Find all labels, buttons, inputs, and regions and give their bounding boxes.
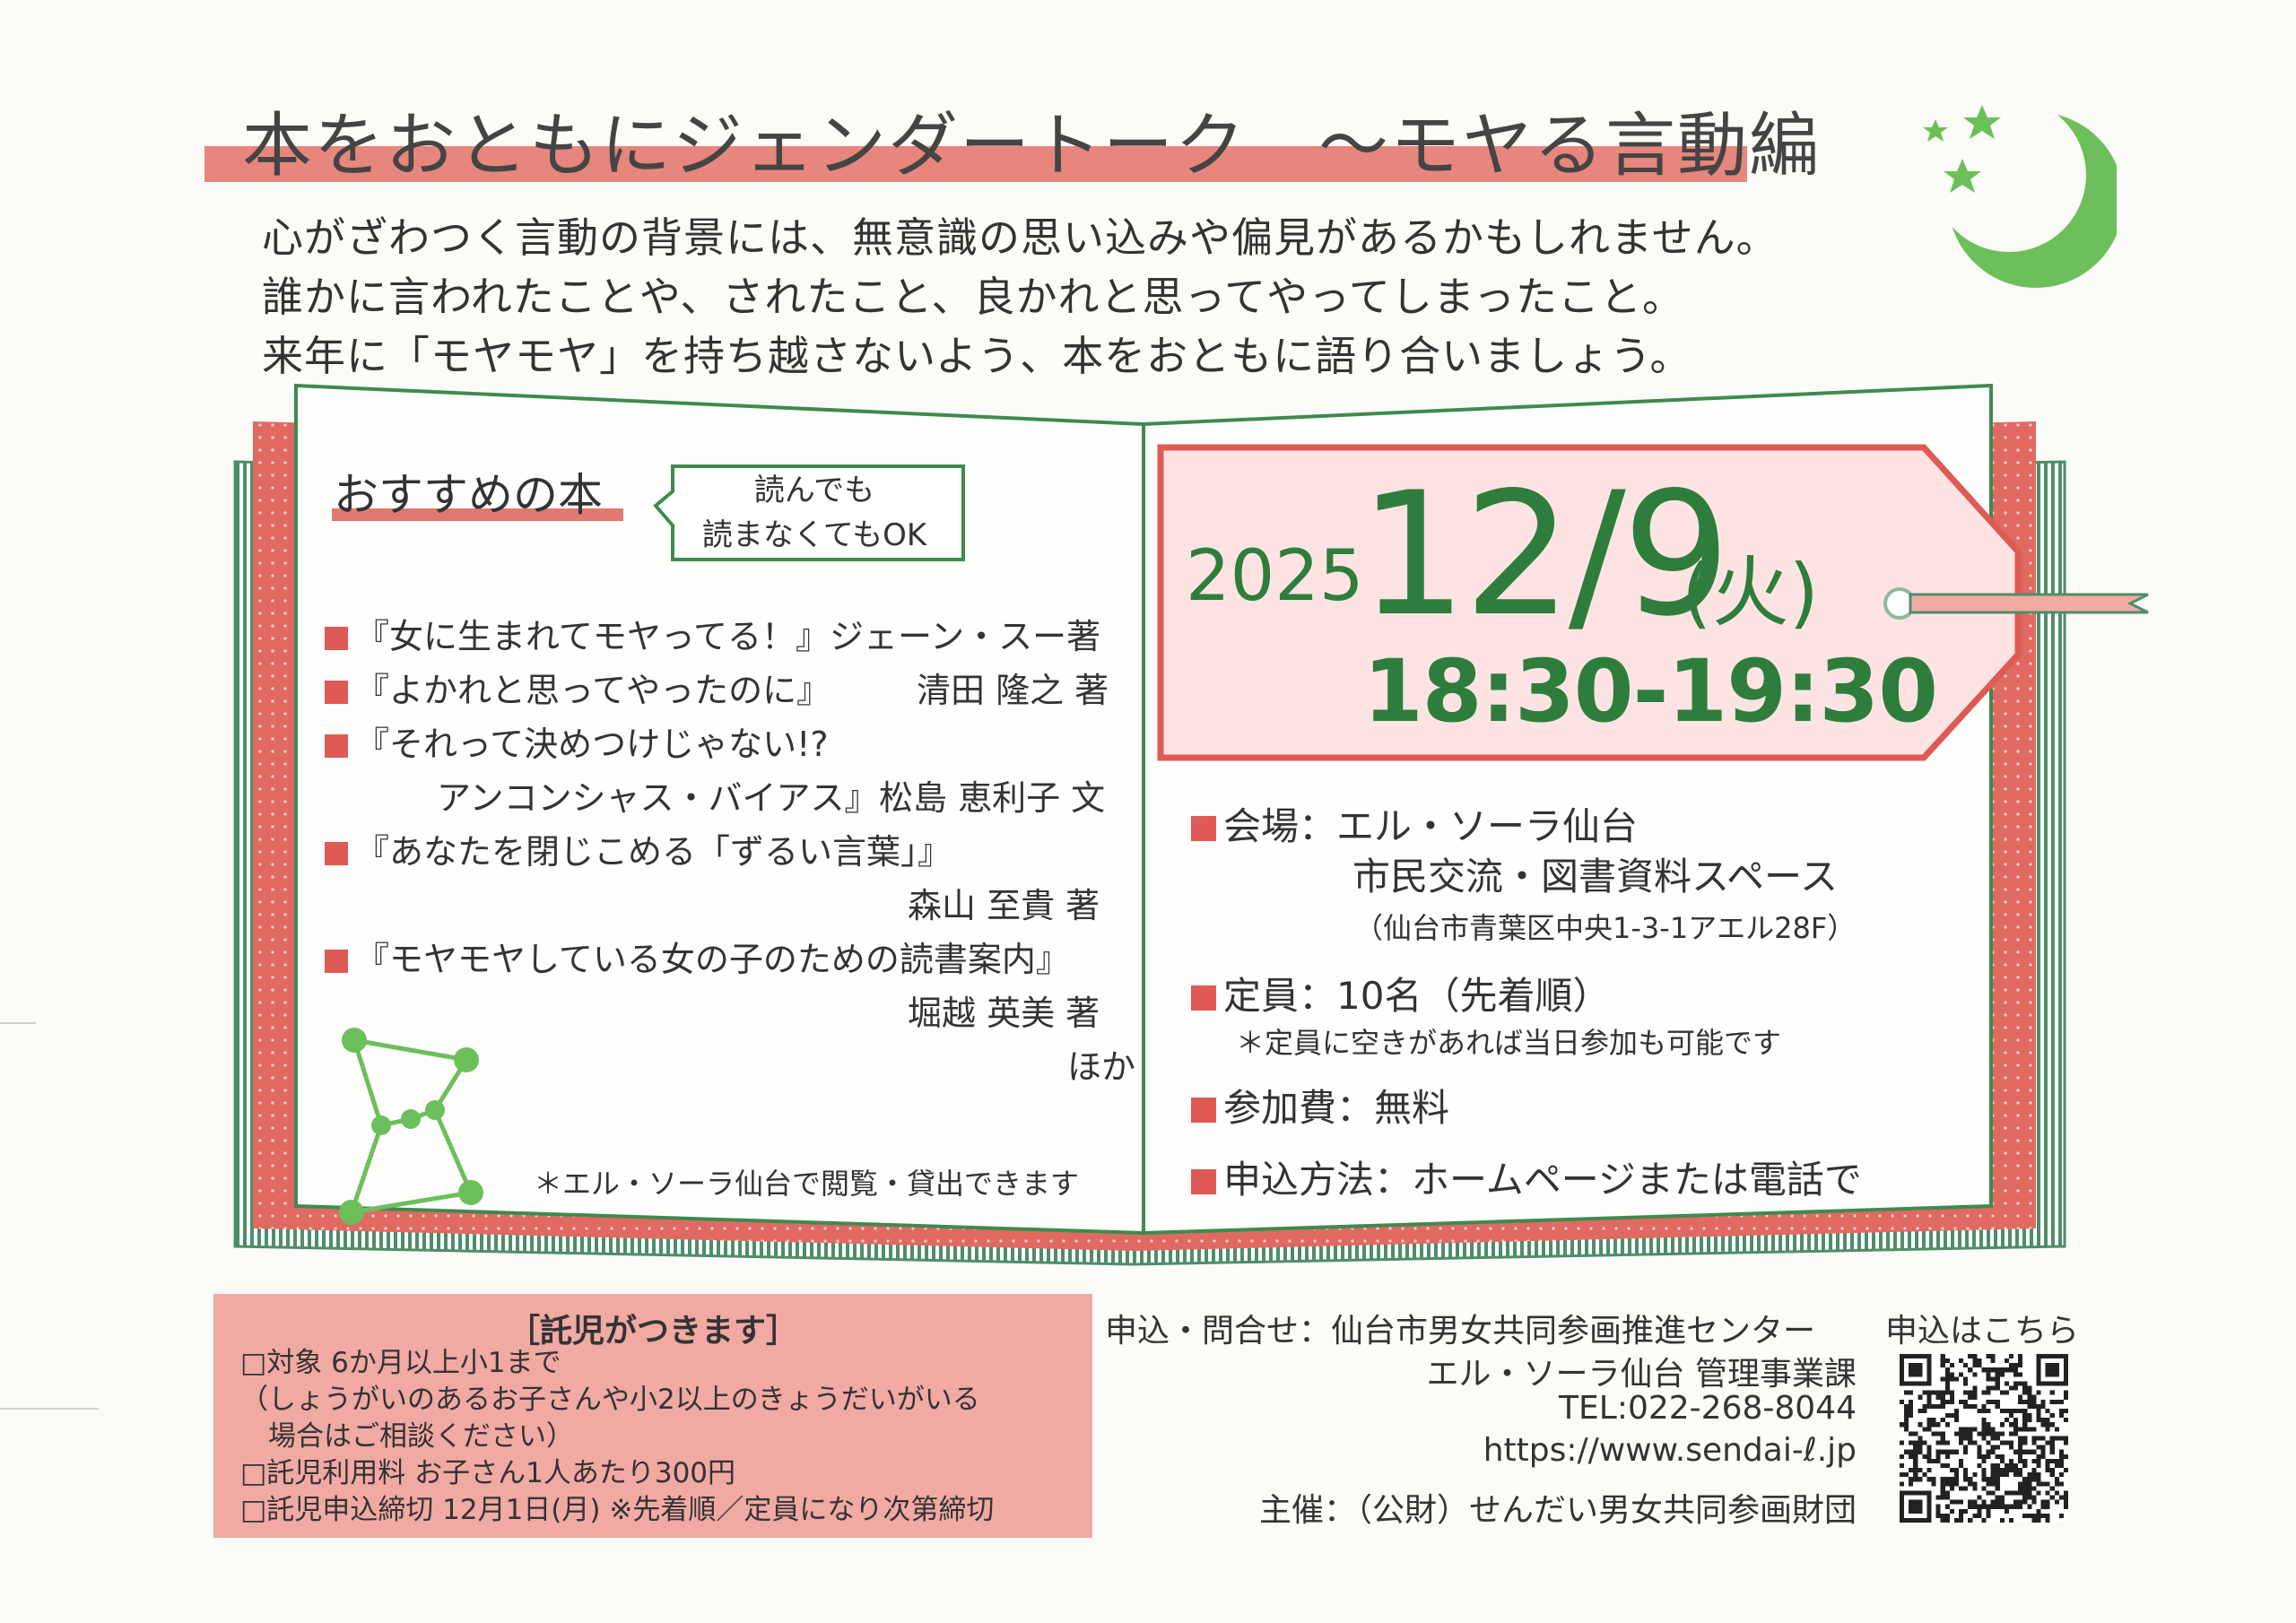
list-item: 森山 至貴 著 <box>325 879 1100 933</box>
list-item: 『女に生まれてモヤってる！』ジェーン・スー著 <box>325 610 1100 664</box>
contact-dept: エル・ソーラ仙台 管理事業課 <box>1426 1356 1857 1393</box>
intro-line: 誰かに言われたことや、されたこと、良かれと思ってやってしまったこと。 <box>262 273 1685 321</box>
heading-underline <box>332 508 623 521</box>
book-title: 『女に生まれてモヤってる！』 <box>355 617 830 656</box>
bubble-text: 読んでも 読まなくてもOK <box>664 468 965 558</box>
bullet-square-icon <box>1191 816 1216 841</box>
book-list: 『女に生まれてモヤってる！』ジェーン・スー著 『よかれと思ってやったのに』 清田 … <box>325 610 1135 1094</box>
list-item: 堀越 英美 著 <box>325 986 1100 1040</box>
bullet-square-icon <box>1191 1169 1216 1194</box>
childcare-details: □対象 6か月以上小1まで （しょうがいのあるお子さんや小2以上のきょうだいがい… <box>240 1345 994 1529</box>
venue-label: 会場： <box>1223 804 1337 848</box>
list-item: アンコンシャス・バイアス』 松島 恵利子 文 <box>325 771 1105 825</box>
book-title: 『よかれと思ってやったのに』 <box>355 671 831 710</box>
list-item: 『よかれと思ってやったのに』 清田 隆之 著 <box>325 664 1109 717</box>
book-title: 『それって決めつけじゃない!? <box>355 725 829 764</box>
apply-info: 申込方法：ホームページまたは電話で <box>1191 1150 1862 1204</box>
childcare-line: □託児申込締切 12月1日(月) ※先着順／定員になり次第締切 <box>240 1494 995 1526</box>
childcare-line: □対象 6か月以上小1まで <box>240 1347 561 1379</box>
organizer: 主催：（公財）せんだい男女共同参画財団 <box>1258 1492 1857 1529</box>
etc-text: ほか <box>1067 1047 1136 1087</box>
book-author: 松島 恵利子 文 <box>879 778 1106 818</box>
book-title: 『あなたを閉じこめる「ずるい言葉」』 <box>355 832 952 872</box>
book-author: ジェーン・スー著 <box>829 617 1101 656</box>
intro-line: 心がざわつく言動の背景には、無意識の思い込みや偏見があるかもしれません。 <box>262 213 1779 262</box>
list-item: ほか <box>325 1040 1135 1094</box>
qr-code-icon[interactable] <box>1900 1354 2068 1523</box>
apply-text: 申込方法：ホームページまたは電話で <box>1223 1158 1862 1202</box>
intro-line: 来年に「モヤモヤ」を持ち越さないよう、本をおともに語り合いましょう。 <box>262 332 1692 380</box>
event-year: 2025 <box>1186 536 1364 617</box>
venue-address: （仙台市青葉区中央1-3-1アエル28F） <box>1354 911 1857 945</box>
venue-room: 市民交流・図書資料スペース <box>1352 855 1838 898</box>
list-item: 『それって決めつけじゃない!? <box>325 717 1100 771</box>
title-highlight <box>204 146 1747 182</box>
bullet-square-icon <box>325 842 348 865</box>
childcare-box <box>213 1294 1092 1538</box>
scan-mark <box>0 1022 36 1024</box>
moon-icon <box>1923 105 2117 288</box>
intro-text: 心がざわつく言動の背景には、無意識の思い込みや偏見があるかもしれません。 誰かに… <box>262 208 1779 386</box>
recommend-heading: おすすめの本 <box>334 469 603 521</box>
book-author: 森山 至貴 著 <box>908 886 1100 925</box>
venue-name: エル・ソーラ仙台 <box>1336 804 1639 848</box>
bullet-square-icon <box>1191 1098 1216 1123</box>
star-icon <box>1963 105 2001 139</box>
childcare-line: （しょうがいのあるお子さんや小2以上のきょうだいがいる <box>240 1384 980 1416</box>
speech-bubble <box>653 464 965 561</box>
page-title: 本をおともにジェンダートーク ～モヤる言動編 <box>242 106 1822 187</box>
library-note: ＊エル・ソーラ仙台で閲覧・貸出できます <box>534 1167 1080 1201</box>
qr-label: 申込はこちら <box>1885 1313 2080 1350</box>
childcare-line: 場合はご相談ください） <box>240 1420 574 1453</box>
star-icon <box>1944 159 1981 193</box>
contact-url[interactable]: https://www.sendai-ℓ.jp <box>1483 1432 1857 1469</box>
list-item: 『あなたを閉じこめる「ずるい言葉」』 <box>325 825 1100 879</box>
capacity-note: ＊定員に空きがあれば当日参加も可能です <box>1236 1026 1782 1060</box>
bullet-square-icon <box>1191 985 1216 1011</box>
contact-tel[interactable]: TEL:022-268-8044 <box>1559 1390 1857 1427</box>
book-title: 『モヤモヤしている女の子のための読書案内』 <box>355 940 1070 979</box>
bullet-square-icon <box>325 734 348 758</box>
star-icon <box>1923 119 1948 142</box>
event-weekday: (火) <box>1682 548 1820 638</box>
date-tag <box>1157 444 2149 761</box>
constellation-icon <box>339 1028 483 1225</box>
scan-mark <box>0 1408 99 1410</box>
capacity-info: 定員：10名（先着順） <box>1191 966 1610 1020</box>
fee-info: 参加費：無料 <box>1191 1078 1449 1133</box>
fee-text: 参加費：無料 <box>1223 1086 1450 1130</box>
book-author: 堀越 英美 著 <box>908 994 1100 1033</box>
book-title: アンコンシャス・バイアス』 <box>437 778 879 818</box>
bullet-square-icon <box>325 681 348 704</box>
bubble-line: 読んでも <box>753 473 875 508</box>
event-date: 12/9 <box>1359 456 1731 654</box>
childcare-line: □託児利用料 お子さん1人あたり300円 <box>240 1457 736 1489</box>
venue-info: 会場：エル・ソーラ仙台 <box>1191 796 1638 851</box>
bubble-line: 読まなくてもOK <box>701 517 927 553</box>
childcare-heading: ［託児がつきます］ <box>507 1313 798 1350</box>
capacity-text: 定員：10名（先着順） <box>1223 974 1611 1018</box>
event-time: 18:30-19:30 <box>1363 641 1938 742</box>
bullet-square-icon <box>325 950 348 973</box>
bullet-square-icon <box>325 627 348 650</box>
contact-label: 申込・問合せ：仙台市男女共同参画推進センター <box>1105 1313 1816 1350</box>
book-author: 清田 隆之 著 <box>917 671 1109 710</box>
list-item: 『モヤモヤしている女の子のための読書案内』 <box>325 933 1100 986</box>
